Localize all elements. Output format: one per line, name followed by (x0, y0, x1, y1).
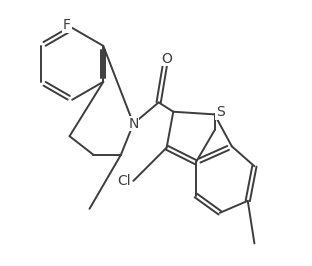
Text: Cl: Cl (117, 174, 131, 188)
Text: N: N (128, 117, 139, 131)
Text: O: O (161, 52, 172, 65)
Text: F: F (63, 18, 71, 32)
Text: S: S (216, 105, 225, 119)
